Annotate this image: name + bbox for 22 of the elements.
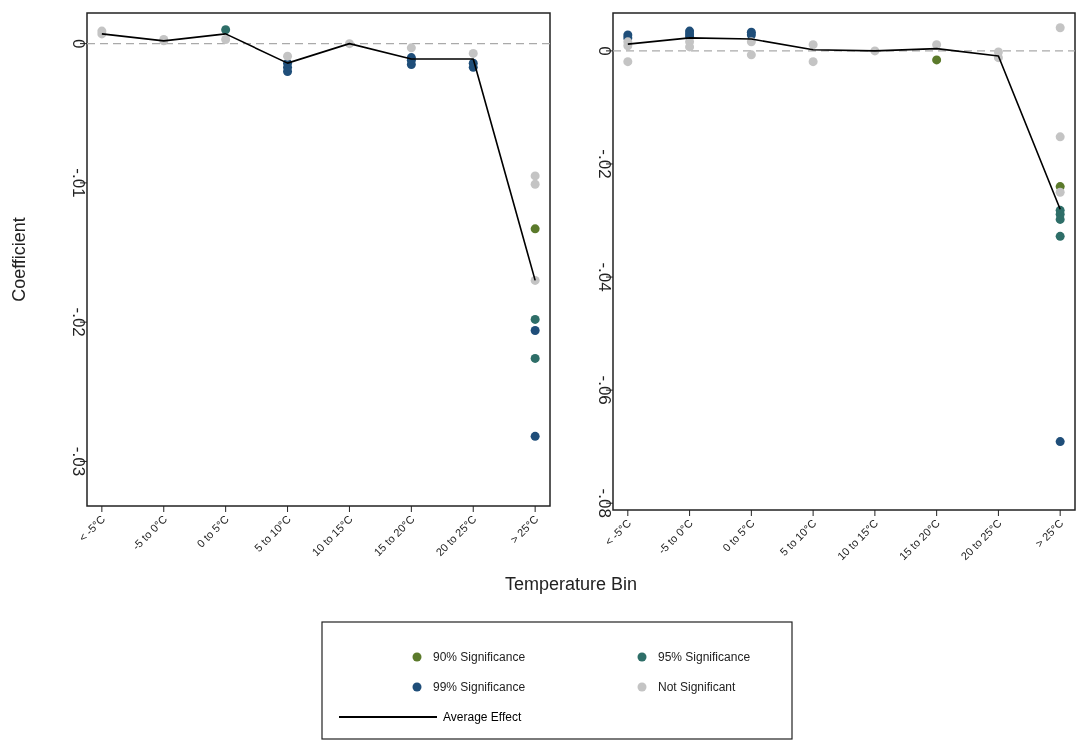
y-tick-label: -.01 xyxy=(69,168,88,198)
x-tick-label: -5 to 0°C xyxy=(129,512,170,553)
legend-label: 90% Significance xyxy=(433,650,526,664)
legend-label: 99% Significance xyxy=(433,680,526,694)
y-axis-title: Coefficient xyxy=(9,217,29,302)
x-tick-label: -5 to 0°C xyxy=(655,516,696,557)
x-axis-title: Temperature Bin xyxy=(504,574,638,594)
y-tick-label: -.02 xyxy=(69,307,88,337)
y-tick-label: 0 xyxy=(595,46,614,56)
y-tick-label: 0 xyxy=(69,38,88,49)
y-tick-label: -.02 xyxy=(595,149,614,179)
text: Average Effect xyxy=(443,710,522,724)
y-tick-label: -.06 xyxy=(595,375,614,405)
legend-label: 95% Significance xyxy=(658,650,751,664)
x-tick-label: < -5°C xyxy=(602,516,634,548)
x-tick-label: < -5°C xyxy=(76,512,108,544)
legend-label: Not Significant xyxy=(658,680,737,694)
y-tick-label: -.03 xyxy=(69,446,88,477)
x-tick-label: 0 to 5°C xyxy=(194,512,232,550)
y-tick-label: -.08 xyxy=(595,488,614,518)
y-tick-label: -.04 xyxy=(595,262,614,292)
x-tick-label: 0 to 5°C xyxy=(720,516,757,554)
